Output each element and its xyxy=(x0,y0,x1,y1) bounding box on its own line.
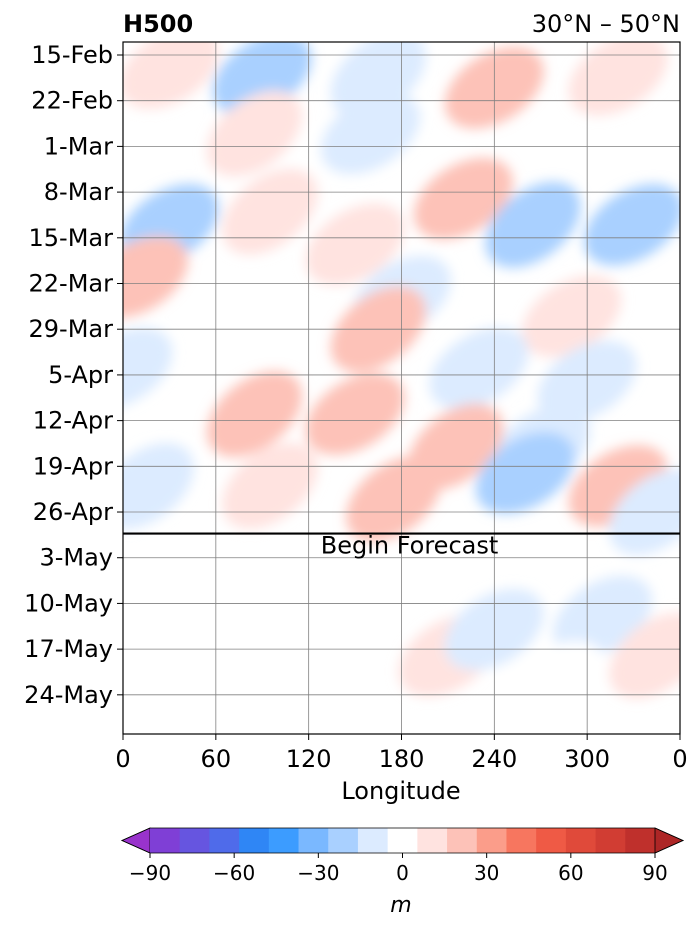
y-tick-label: 22-Feb xyxy=(31,87,113,115)
anomaly-cell xyxy=(222,443,318,529)
anomaly-cell xyxy=(206,90,303,177)
chart-title-left: H500 xyxy=(123,10,193,38)
grid-lines xyxy=(123,42,680,734)
colorbar-tick-label: 30 xyxy=(474,861,499,885)
anomaly-cell xyxy=(408,403,504,490)
y-axis: 15-Feb 22-Feb 1-Mar 8-Mar 15-Mar 22-Mar 29-Mar… xyxy=(24,41,123,709)
colorbar-swatch xyxy=(150,828,181,853)
x-axis: 0 60 120 180 240 300 0 xyxy=(115,734,688,773)
colorbar-swatch xyxy=(417,828,448,853)
x-tick-label: 180 xyxy=(379,745,425,773)
colorbar-swatch xyxy=(595,828,626,853)
x-tick-label: 300 xyxy=(564,745,610,773)
anomaly-cell xyxy=(584,184,680,266)
anomaly-cell xyxy=(123,443,194,529)
y-tick-label: 5-Apr xyxy=(48,361,113,389)
anomaly-cell xyxy=(485,181,581,268)
y-tick-label: 22-Mar xyxy=(29,270,114,298)
x-tick-label: 120 xyxy=(286,745,332,773)
y-tick-label: 12-Apr xyxy=(33,407,113,435)
colorbar-swatch xyxy=(565,828,597,853)
colorbar-tick-label: 90 xyxy=(642,861,667,885)
colorbar-swatch xyxy=(239,828,270,853)
colorbar-swatch xyxy=(476,828,507,853)
colorbar-swatch xyxy=(357,828,389,853)
y-tick-label: 3-May xyxy=(39,544,113,572)
anomaly-cell xyxy=(506,641,606,723)
colorbar-tick-label: 0 xyxy=(396,861,409,885)
y-tick-label: 17-May xyxy=(24,635,113,663)
anomaly-cell xyxy=(568,42,668,116)
x-axis-label: Longitude xyxy=(341,777,460,805)
colorbar-swatch xyxy=(447,828,478,853)
anomaly-cell xyxy=(123,42,219,109)
y-tick-label: 26-Apr xyxy=(33,498,113,526)
x-tick-label: 60 xyxy=(201,745,232,773)
colorbar-label: m xyxy=(390,893,411,918)
y-tick-label: 15-Feb xyxy=(31,41,113,69)
y-tick-label: 29-Mar xyxy=(29,315,114,343)
colorbar-swatch xyxy=(209,828,240,853)
y-tick-label: 15-Mar xyxy=(29,224,114,252)
colorbar: −90 −60 −30 0 30 60 90 xyxy=(121,827,684,885)
anomaly-cell xyxy=(305,203,405,286)
anomaly-cell xyxy=(321,92,421,175)
y-tick-label: 8-Mar xyxy=(44,178,113,206)
anomaly-cell xyxy=(222,168,318,255)
x-tick-label: 240 xyxy=(471,745,517,773)
colorbar-swatch xyxy=(387,828,418,853)
anomaly-cell xyxy=(305,373,405,455)
colorbar-extend-high xyxy=(654,827,684,854)
anomaly-field xyxy=(123,42,680,723)
anomaly-cell xyxy=(475,432,575,514)
anomaly-cell xyxy=(413,157,513,240)
y-tick-label: 10-May xyxy=(24,589,113,617)
anomaly-cell xyxy=(609,612,680,699)
colorbar-swatch xyxy=(179,828,210,853)
colorbar-swatch xyxy=(268,828,300,853)
colorbar-swatch xyxy=(625,828,656,853)
colorbar-tick-label: −60 xyxy=(213,861,255,885)
anomaly-cell xyxy=(123,562,173,645)
colorbar-swatch xyxy=(506,828,537,853)
y-tick-label: 24-May xyxy=(24,681,113,709)
x-tick-label: 0 xyxy=(115,745,130,773)
begin-forecast-label: Begin Forecast xyxy=(321,532,499,560)
colorbar-extend-low xyxy=(121,827,151,854)
colorbar-swatch xyxy=(298,828,329,853)
anomaly-cell xyxy=(206,371,303,457)
x-tick-label: 0 xyxy=(672,745,687,773)
colorbar-tick-label: −90 xyxy=(129,861,171,885)
colorbar-tick-label: 60 xyxy=(558,861,583,885)
chart-title-right: 30°N – 50°N xyxy=(532,10,680,38)
colorbar-swatch xyxy=(536,828,567,853)
plot-area: Begin Forecast xyxy=(122,41,681,735)
y-tick-label: 1-Mar xyxy=(44,132,113,160)
colorbar-swatch xyxy=(328,828,359,853)
colorbar-tick-label: −30 xyxy=(297,861,339,885)
y-tick-label: 19-Apr xyxy=(33,452,113,480)
